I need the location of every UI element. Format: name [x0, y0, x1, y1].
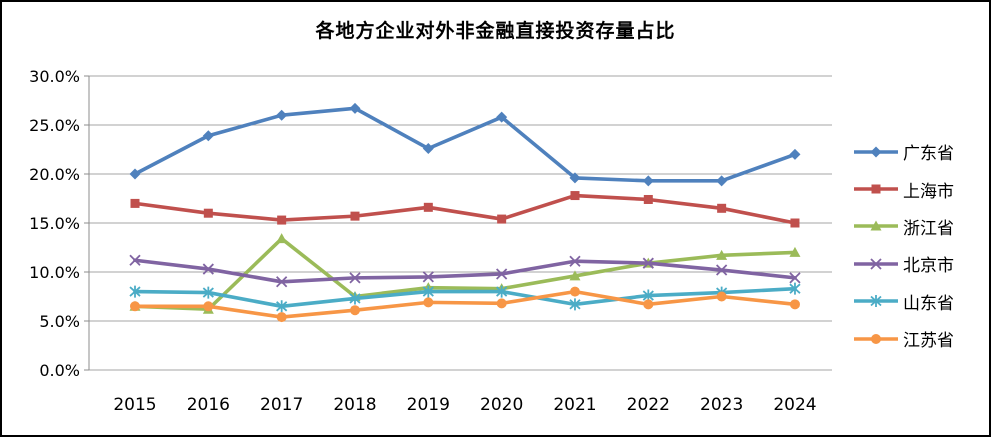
legend-item-2: 浙江省: [853, 208, 954, 245]
legend-label: 浙江省: [903, 218, 954, 239]
series-line-1: [133, 193, 797, 225]
series-line-3: [133, 258, 797, 284]
y-tick-label: 10.0%: [29, 263, 80, 282]
legend-marker-icon: [854, 146, 898, 158]
series-line-0: [133, 106, 797, 183]
legend-marker-icon: [854, 258, 898, 270]
y-tick-label: 5.0%: [39, 312, 80, 331]
y-gridlines: [84, 75, 832, 371]
legend-label: 广东省: [903, 144, 954, 165]
chart-series-0: [129, 102, 801, 187]
chart-series-5: [130, 286, 800, 323]
y-tick-label: 0.0%: [39, 361, 80, 380]
x-tick-label: 2021: [553, 395, 596, 415]
chart-series-1: [130, 191, 800, 228]
legend-marker-icon: [854, 295, 898, 308]
legend-marker-icon: [854, 184, 898, 194]
y-tick-label: 30.0%: [29, 67, 80, 86]
legend-label: 山东省: [903, 293, 954, 314]
chart-legend: 广东省上海市浙江省北京市山东省江苏省: [853, 133, 954, 357]
x-axis-labels: 2015 2016 2017 2018 2019 2020 2021 2022 2023 2024: [113, 395, 816, 415]
x-tick-label: 2015: [113, 395, 156, 415]
chart-series-3: [129, 254, 801, 288]
y-tick-label: 25.0%: [29, 116, 80, 135]
chart-title: 各地方企业对外非金融直接投资存量占比: [315, 20, 676, 42]
x-tick-label: 2019: [407, 395, 450, 415]
series-line-5: [133, 289, 797, 319]
series-line-4: [133, 286, 797, 309]
legend-item-1: 上海市: [853, 170, 954, 207]
legend-label: 北京市: [903, 256, 954, 277]
y-tick-label: 15.0%: [29, 214, 80, 233]
legend-marker-icon: [854, 333, 898, 344]
legend-label: 江苏省: [903, 331, 954, 352]
x-tick-label: 2020: [480, 395, 523, 415]
y-axis-labels: 0.0% 5.0% 10.0% 15.0% 20.0% 25.0% 30.0%: [29, 67, 80, 380]
y-tick-label: 20.0%: [29, 165, 80, 184]
x-tick-label: 2017: [260, 395, 303, 415]
legend-item-0: 广东省: [853, 133, 954, 170]
x-tick-label: 2023: [700, 395, 743, 415]
x-tick-label: 2016: [187, 395, 230, 415]
legend-item-5: 江苏省: [853, 320, 954, 357]
legend-marker-icon: [854, 220, 898, 231]
legend-label: 上海市: [903, 181, 954, 202]
x-tick-label: 2018: [333, 395, 376, 415]
x-tick-label: 2024: [773, 395, 816, 415]
legend-item-3: 北京市: [853, 245, 954, 282]
legend-item-4: 山东省: [853, 283, 954, 320]
x-tick-label: 2022: [627, 395, 670, 415]
